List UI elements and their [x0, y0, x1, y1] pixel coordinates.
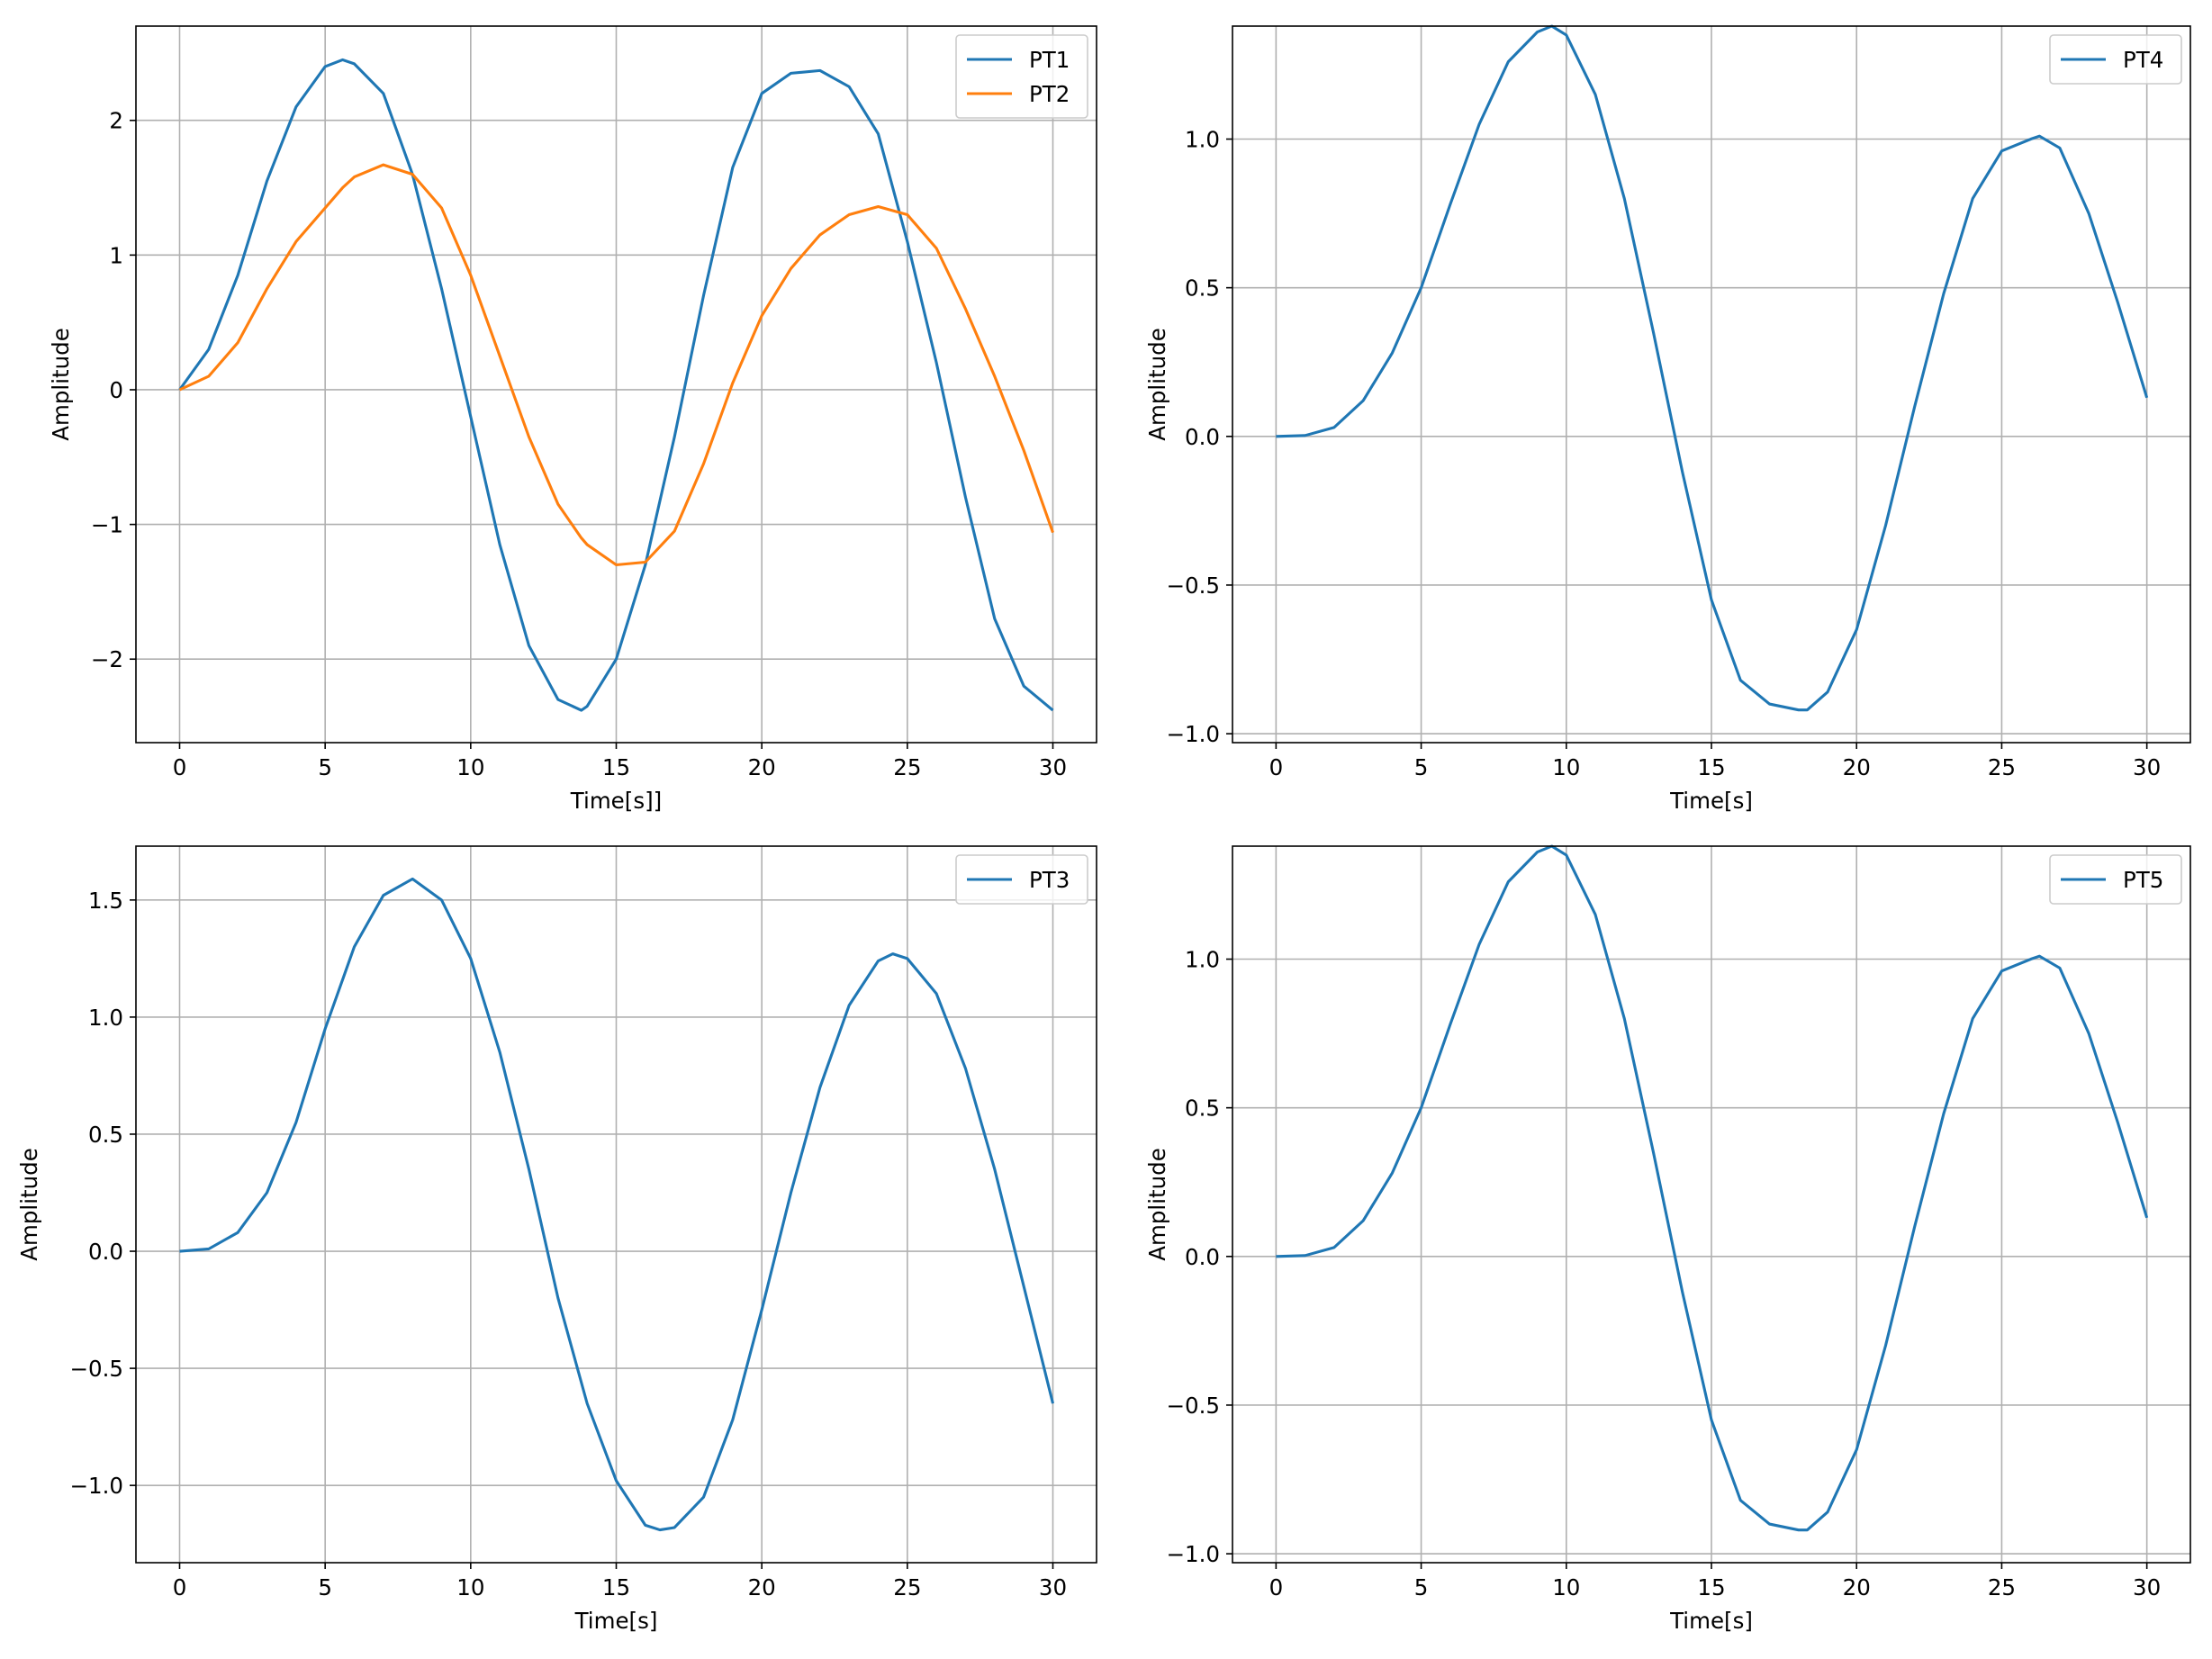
x-tick-label: 10	[456, 1574, 484, 1600]
legend: PT5	[2049, 854, 2182, 905]
y-tick-label: 2	[109, 108, 123, 134]
y-tick-label: 0.5	[1185, 1095, 1220, 1122]
y-tick-label: −0.5	[70, 1356, 124, 1382]
x-tick-label: 25	[893, 1574, 921, 1600]
x-tick-label: 30	[1039, 1574, 1067, 1600]
x-tick-label: 20	[748, 754, 776, 780]
x-tick-label: 0	[173, 754, 187, 780]
x-tick-label: 30	[1039, 754, 1067, 780]
x-axis-label: Time[s]	[1669, 1608, 1753, 1634]
x-tick-label: 30	[2133, 754, 2161, 780]
y-tick-label: −1.0	[1167, 721, 1221, 747]
legend-box	[2049, 854, 2182, 905]
y-axis-label: Amplitude	[1144, 1148, 1170, 1261]
y-axis-label: Amplitude	[48, 328, 74, 441]
y-tick-label: −1.0	[1167, 1541, 1221, 1567]
x-tick-label: 25	[1988, 1574, 2016, 1600]
x-axis-label: Time[s]	[574, 1608, 658, 1634]
y-tick-label: −1.0	[70, 1473, 124, 1499]
y-axis-label: Amplitude	[1144, 328, 1170, 441]
y-tick-label: 0.5	[88, 1122, 123, 1148]
legend: PT4	[2049, 34, 2182, 85]
series-line-pt4	[1276, 24, 2149, 712]
x-axis-label: Time[s]]	[570, 788, 662, 814]
y-tick-label: −0.5	[1167, 573, 1221, 599]
legend-box	[955, 34, 1088, 119]
x-tick-label: 20	[1843, 754, 1871, 780]
x-tick-label: 10	[456, 754, 484, 780]
x-tick-label: 15	[1697, 1574, 1725, 1600]
x-tick-label: 15	[602, 754, 630, 780]
legend-label-pt3: PT3	[1029, 867, 1070, 893]
x-tick-label: 30	[2133, 1574, 2161, 1600]
y-tick-label: 0.0	[1185, 424, 1220, 450]
x-tick-label: 5	[318, 754, 332, 780]
y-tick-label: 0	[109, 377, 123, 403]
y-axis-label: Amplitude	[16, 1148, 42, 1261]
x-tick-label: 10	[1552, 754, 1580, 780]
y-tick-label: 0.5	[1185, 275, 1220, 302]
x-tick-label: 5	[1414, 754, 1429, 780]
x-tick-label: 0	[1269, 754, 1284, 780]
legend-box	[2049, 34, 2182, 85]
x-tick-label: 15	[1697, 754, 1725, 780]
series-line-pt5	[1276, 844, 2149, 1532]
y-tick-label: −0.5	[1167, 1393, 1221, 1419]
subplot-2: 0 5 10 15 20 25 30 −1.0 −0.5 0.0 0.5 1.0 Time[s] Ampl…	[1144, 24, 2191, 814]
y-tick-label: 1.5	[88, 888, 123, 914]
subplot-4: 0 5 10 15 20 25 30 −1.0 −0.5 0.0 0.5 1.0 Time[s] Ampl…	[1144, 844, 2191, 1634]
x-tick-label: 25	[1988, 754, 2016, 780]
y-tick-label: 1.0	[1185, 127, 1220, 153]
y-tick-label: 0.0	[1185, 1244, 1220, 1270]
x-tick-label: 20	[748, 1574, 776, 1600]
x-tick-label: 0	[1269, 1574, 1284, 1600]
y-tick-label: −2	[91, 646, 123, 672]
legend-label-pt1: PT1	[1029, 47, 1070, 73]
x-tick-label: 10	[1552, 1574, 1580, 1600]
legend-label-pt5: PT5	[2123, 867, 2163, 893]
y-tick-label: 0.0	[88, 1239, 123, 1265]
subplot-1: 0 5 10 15 20 25 30−2−1012Time[s]]AmplitudePT1P…	[48, 25, 1097, 814]
y-tick-label: 1.0	[1185, 947, 1220, 973]
x-tick-label: 25	[893, 754, 921, 780]
y-tick-label: 1.0	[88, 1005, 123, 1031]
x-tick-label: 20	[1843, 1574, 1871, 1600]
legend-box	[955, 854, 1088, 905]
y-tick-label: −1	[91, 512, 123, 538]
x-tick-label: 15	[602, 1574, 630, 1600]
legend-label-pt2: PT2	[1029, 81, 1070, 107]
x-axis-label: Time[s]	[1669, 788, 1753, 814]
legend-label-pt4: PT4	[2123, 47, 2163, 73]
y-tick-label: 1	[109, 242, 123, 268]
subplot-3: 0 5 10 15 20 25 30 −1.0 −0.5 0.0 0.5 1.0 1.5 Time[s] A…	[16, 845, 1097, 1634]
legend: PT3	[955, 854, 1088, 905]
x-tick-label: 5	[1414, 1574, 1429, 1600]
series-line-pt3	[179, 877, 1055, 1532]
x-tick-label: 5	[318, 1574, 332, 1600]
x-tick-label: 0	[173, 1574, 187, 1600]
series-line-pt1	[178, 58, 1054, 712]
series-line-pt2	[178, 163, 1054, 567]
